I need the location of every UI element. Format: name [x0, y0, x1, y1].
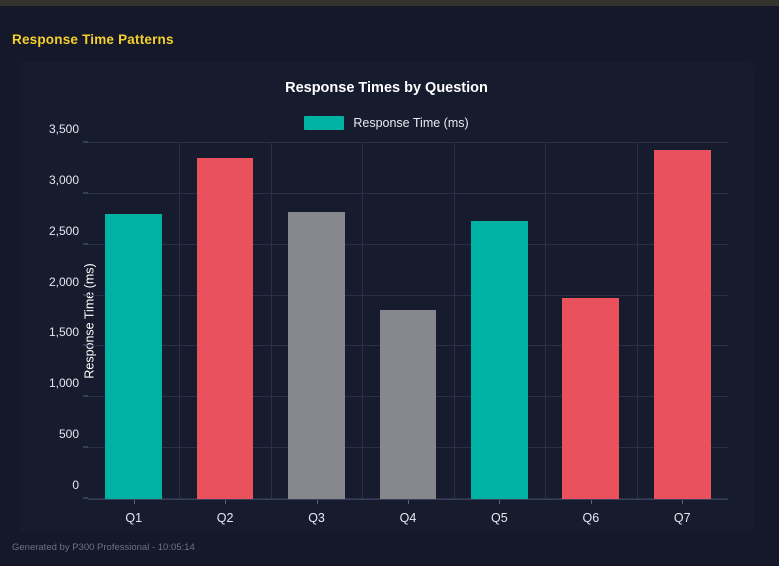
x-axis-tick-label-q2: Q2: [216, 511, 234, 525]
bar-q4[interactable]: [379, 309, 437, 499]
x-axis-tick-label-q7: Q7: [673, 511, 691, 525]
y-axis-tick-label: 2,500: [48, 223, 79, 238]
y-axis-tick-label: 3,500: [48, 122, 79, 136]
x-axis-tick-label-q6: Q6: [582, 511, 600, 525]
y-axis-tick-label: 2,000: [48, 274, 79, 289]
x-axis-tick-mark: [316, 499, 318, 504]
vertical-gridline: [453, 143, 455, 499]
bar-q2[interactable]: [196, 158, 254, 499]
bar-slot: Q7: [637, 143, 728, 525]
x-axis-tick-label-q5: Q5: [491, 511, 508, 525]
bar-q1[interactable]: [105, 214, 163, 499]
x-axis-tick-mark: [682, 499, 684, 504]
x-axis-tick-label-q3: Q3: [308, 511, 325, 525]
chart-legend[interactable]: Response Time (ms): [20, 116, 753, 130]
chart-title: Response Times by Question: [285, 80, 488, 96]
bar-q7[interactable]: [653, 150, 711, 499]
bar-slot: Q1: [88, 143, 179, 525]
y-axis-tick-mark: [83, 141, 88, 143]
y-axis-tick-label: 0: [72, 478, 79, 492]
bar-q5[interactable]: [471, 221, 528, 499]
y-axis-tick-label: 3,000: [48, 172, 79, 187]
gridline: [88, 142, 728, 143]
window-top-strip: [0, 0, 779, 6]
y-axis-tick-mark: [83, 497, 88, 499]
bar-slot: Q2: [179, 143, 270, 525]
vertical-gridline: [270, 143, 272, 499]
bar-q6[interactable]: [562, 298, 620, 499]
bar-slot: Q3: [271, 143, 362, 525]
bar-series: Q1 Q2 Q3 Q4 Q5 Q6 Q7: [88, 143, 728, 525]
vertical-gridline: [545, 143, 547, 499]
y-axis-tick-mark: [83, 294, 88, 296]
x-axis-tick-mark: [225, 499, 227, 504]
legend-swatch-response-time: [304, 116, 345, 130]
x-axis-tick-label-q4: Q4: [399, 511, 417, 525]
y-axis-tick-label: 1,000: [48, 376, 79, 391]
footer-text: Generated by P300 Professional - 10:05:1…: [12, 542, 195, 553]
bar-slot: Q6: [545, 143, 636, 525]
y-axis-tick-label: 500: [58, 427, 79, 442]
x-axis-line: [88, 499, 728, 500]
gridline: [88, 192, 728, 194]
gridline: [88, 243, 728, 245]
x-axis-tick-label-q1: Q1: [125, 511, 143, 525]
vertical-gridline: [179, 143, 181, 499]
x-axis-tick-mark: [133, 499, 135, 504]
y-axis-tick-mark: [83, 344, 88, 346]
x-axis-tick-mark: [499, 499, 501, 504]
x-axis-tick-mark: [407, 499, 409, 504]
vertical-gridline: [362, 143, 364, 499]
legend-label-response-time: Response Time (ms): [353, 116, 469, 130]
x-axis-tick-mark: [590, 499, 592, 504]
y-axis-tick-label: 1,500: [48, 325, 79, 340]
vertical-gridline: [636, 143, 638, 499]
bar-slot: Q4: [362, 143, 453, 525]
plot-area: Response Time (ms) 0 500 1,000 1,500 2,000 2,…: [49, 122, 728, 525]
page-title: Response Time Patterns: [12, 32, 174, 47]
y-axis-tick-mark: [83, 243, 88, 245]
y-axis-tick-mark: [83, 446, 88, 448]
gridline: [88, 294, 728, 296]
bar-q3[interactable]: [288, 212, 345, 499]
y-axis-tick-mark: [83, 192, 88, 194]
chart-card: Response Times by Question Response Time…: [20, 62, 753, 532]
y-axis-tick-mark: [83, 395, 88, 397]
bar-slot: Q5: [454, 143, 545, 525]
